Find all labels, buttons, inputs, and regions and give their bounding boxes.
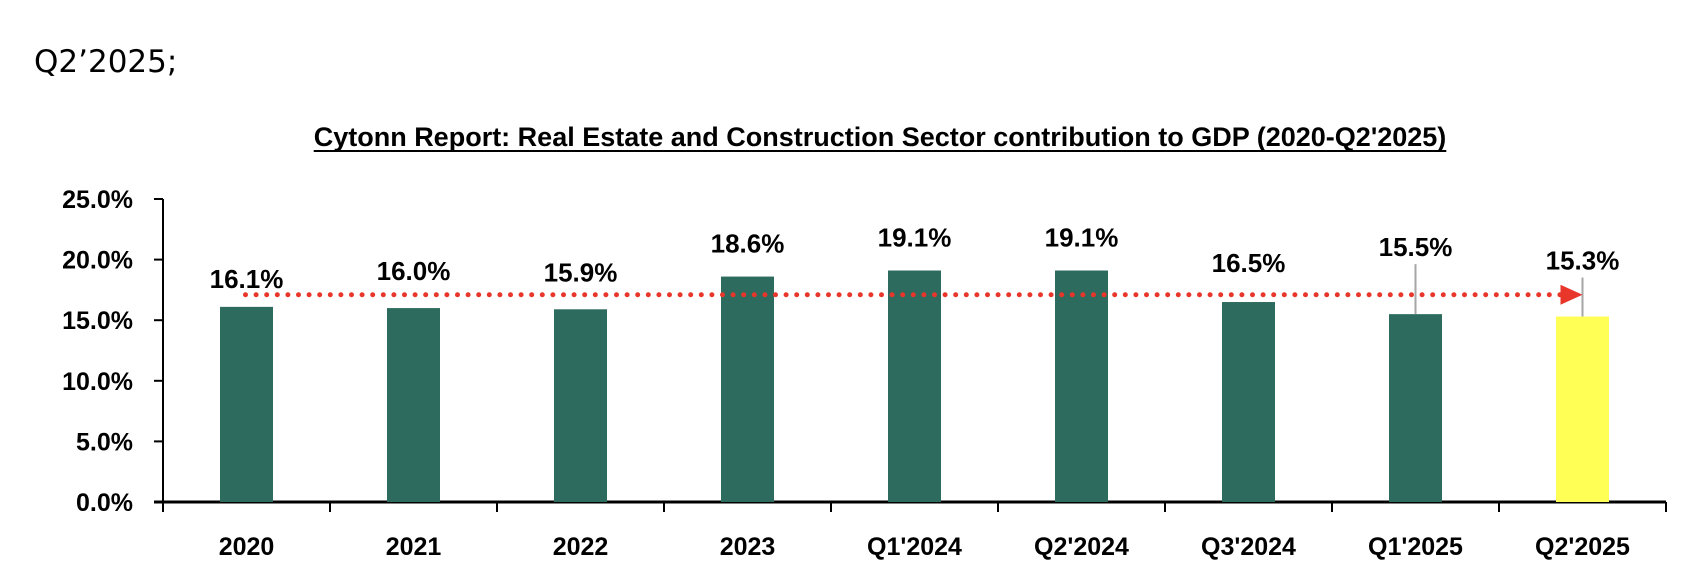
data-labels: 16.1% 16.0% 15.9% 18.6% 19.1% 19.1% 16.5% 15.5%… <box>210 223 1620 294</box>
bar <box>387 308 440 502</box>
category-labels: 2020 2021 2022 2023 Q1'2024 Q2'2024 Q3'2024 Q1'… <box>219 533 1630 561</box>
data-label: 19.1% <box>1045 223 1119 253</box>
category-label: 2023 <box>720 533 776 561</box>
y-tick-label: 15.0% <box>62 307 133 335</box>
data-label: 16.0% <box>377 256 451 286</box>
data-label: 15.3% <box>1546 246 1620 276</box>
y-tick-label: 20.0% <box>62 247 133 275</box>
y-tick-label: 25.0% <box>62 186 133 214</box>
category-label: Q2'2025 <box>1535 533 1630 561</box>
category-label: Q1'2025 <box>1368 533 1463 561</box>
chart-title: Cytonn Report: Real Estate and Construct… <box>314 122 1447 152</box>
data-label: 18.6% <box>711 229 785 259</box>
category-label: 2022 <box>553 533 609 561</box>
bar <box>888 270 941 502</box>
data-label: 15.9% <box>544 257 618 287</box>
trend-arrow <box>243 284 1583 305</box>
bar <box>554 309 607 502</box>
bar <box>1222 302 1275 502</box>
data-label: 15.5% <box>1379 232 1453 262</box>
y-tick-label: 10.0% <box>62 368 133 396</box>
y-axis: 0.0% 5.0% 10.0% 15.0% 20.0% 25.0% <box>62 186 164 517</box>
bar <box>721 276 774 502</box>
bar <box>220 306 273 502</box>
category-label: Q1'2024 <box>867 533 962 561</box>
data-label: 16.5% <box>1212 248 1286 278</box>
leader-lines <box>1414 264 1584 317</box>
y-tick-label: 0.0% <box>76 489 133 517</box>
category-label: 2020 <box>219 533 275 561</box>
bar <box>1055 270 1108 502</box>
data-label: 16.1% <box>210 264 284 294</box>
category-label: Q3'2024 <box>1201 533 1296 561</box>
data-label: 19.1% <box>878 223 952 253</box>
lead-text: Q2’2025; <box>34 44 178 80</box>
trend-arrowhead <box>1560 284 1583 305</box>
category-label: Q2'2024 <box>1034 533 1129 561</box>
category-label: 2021 <box>386 533 442 561</box>
x-axis <box>154 500 1667 512</box>
y-tick-label: 5.0% <box>76 428 133 456</box>
bar-highlight <box>1556 316 1609 502</box>
bars <box>220 270 1609 502</box>
bar <box>1389 314 1442 502</box>
